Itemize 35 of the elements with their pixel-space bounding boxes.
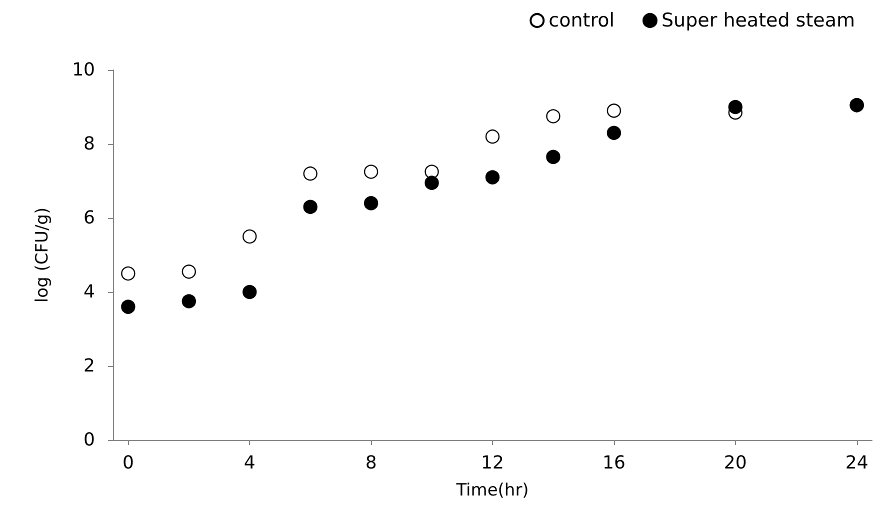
- point: [364, 196, 378, 210]
- point: [121, 266, 136, 281]
- point: [242, 284, 257, 300]
- y-tick-label: 4: [84, 282, 95, 302]
- point: [606, 126, 622, 140]
- x-axis-title: Time(hr): [455, 480, 529, 500]
- legend-label: control: [548, 10, 615, 32]
- x-tick-label: 12: [481, 452, 504, 474]
- x-tick-label: 16: [602, 452, 626, 474]
- point: [303, 166, 318, 181]
- point: [182, 264, 196, 279]
- point: [242, 229, 257, 244]
- x-tick-label: 24: [845, 452, 868, 474]
- point: [606, 104, 622, 118]
- x-tick-label: 0: [122, 452, 134, 474]
- point: [303, 200, 318, 214]
- point: [546, 150, 560, 164]
- y-tick-label: 2: [84, 356, 95, 376]
- x-tick-label: 8: [365, 452, 377, 474]
- point: [364, 164, 378, 179]
- y-tick-label: 10: [72, 60, 95, 80]
- y-tick-label: 0: [84, 430, 95, 450]
- point: [121, 300, 136, 314]
- point: [728, 100, 742, 114]
- point: [485, 130, 500, 144]
- x-tick-label: 4: [244, 452, 256, 474]
- y-axis-title: log (CFU/g): [32, 207, 52, 303]
- point: [182, 294, 196, 308]
- y-tick-label: 8: [84, 134, 95, 154]
- point: [485, 170, 500, 184]
- x-tick-label: 20: [724, 452, 747, 474]
- legend-label: Super heated steam: [661, 10, 856, 32]
- point: [424, 176, 439, 190]
- point: [546, 109, 560, 124]
- y-tick-label: 6: [84, 208, 95, 228]
